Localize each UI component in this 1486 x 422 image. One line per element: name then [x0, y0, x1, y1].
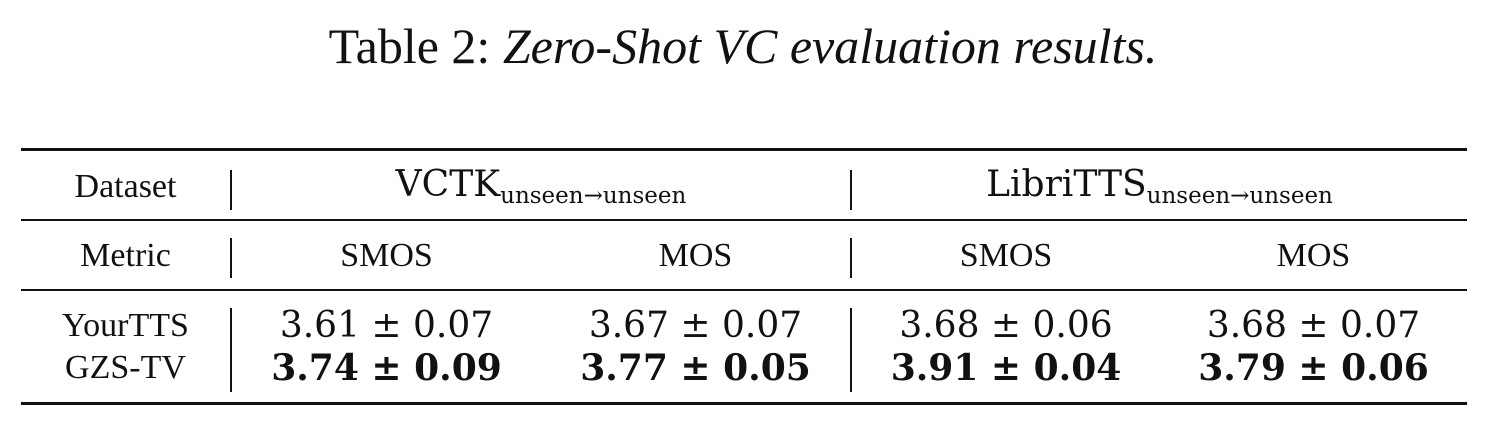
score-cell: 3.61 ± 0.07	[279, 305, 494, 346]
column-separator	[230, 170, 232, 210]
score-cell: 3.68 ± 0.07	[1206, 305, 1421, 346]
column-separator	[850, 170, 852, 210]
best-score-cell: 3.74 ± 0.09	[271, 347, 502, 389]
metric-label: MOS	[658, 237, 733, 274]
metric-rule	[21, 289, 1467, 291]
bottom-rule	[21, 402, 1467, 405]
model-name: GZS-TV	[65, 349, 186, 386]
best-score-cell: 3.79 ± 0.06	[1198, 347, 1429, 389]
score-cell: 3.67 ± 0.07	[588, 305, 803, 346]
group-subscript: unseen→unseen	[1146, 183, 1333, 209]
top-rule	[21, 148, 1467, 151]
model-name: YourTTS	[62, 307, 189, 344]
metric-label: MOS	[1276, 237, 1351, 274]
metric-label: SMOS	[959, 237, 1053, 274]
table-caption: Table 2: Zero-Shot VC evaluation results…	[0, 14, 1486, 78]
best-score-cell: 3.77 ± 0.05	[580, 347, 811, 389]
metric-label: SMOS	[340, 237, 433, 274]
column-separator	[850, 308, 852, 392]
dataset-header: Dataset	[74, 168, 177, 205]
header-rule	[21, 219, 1467, 221]
group-header-libritts: LibriTTSunseen→unseen	[852, 163, 1467, 218]
group-header-vctk: VCTKunseen→unseen	[232, 163, 850, 218]
best-score-cell: 3.91 ± 0.04	[890, 347, 1122, 389]
column-separator	[230, 308, 232, 392]
group-subscript: unseen→unseen	[500, 183, 687, 209]
caption-title: Zero-Shot VC evaluation results.	[502, 18, 1158, 74]
group-name: VCTK	[395, 164, 501, 205]
column-separator	[850, 238, 852, 278]
caption-prefix: Table 2:	[328, 18, 491, 74]
score-cell: 3.68 ± 0.06	[899, 305, 1113, 346]
group-name: LibriTTS	[986, 164, 1147, 205]
column-separator	[230, 238, 232, 278]
metric-header: Metric	[80, 237, 171, 274]
